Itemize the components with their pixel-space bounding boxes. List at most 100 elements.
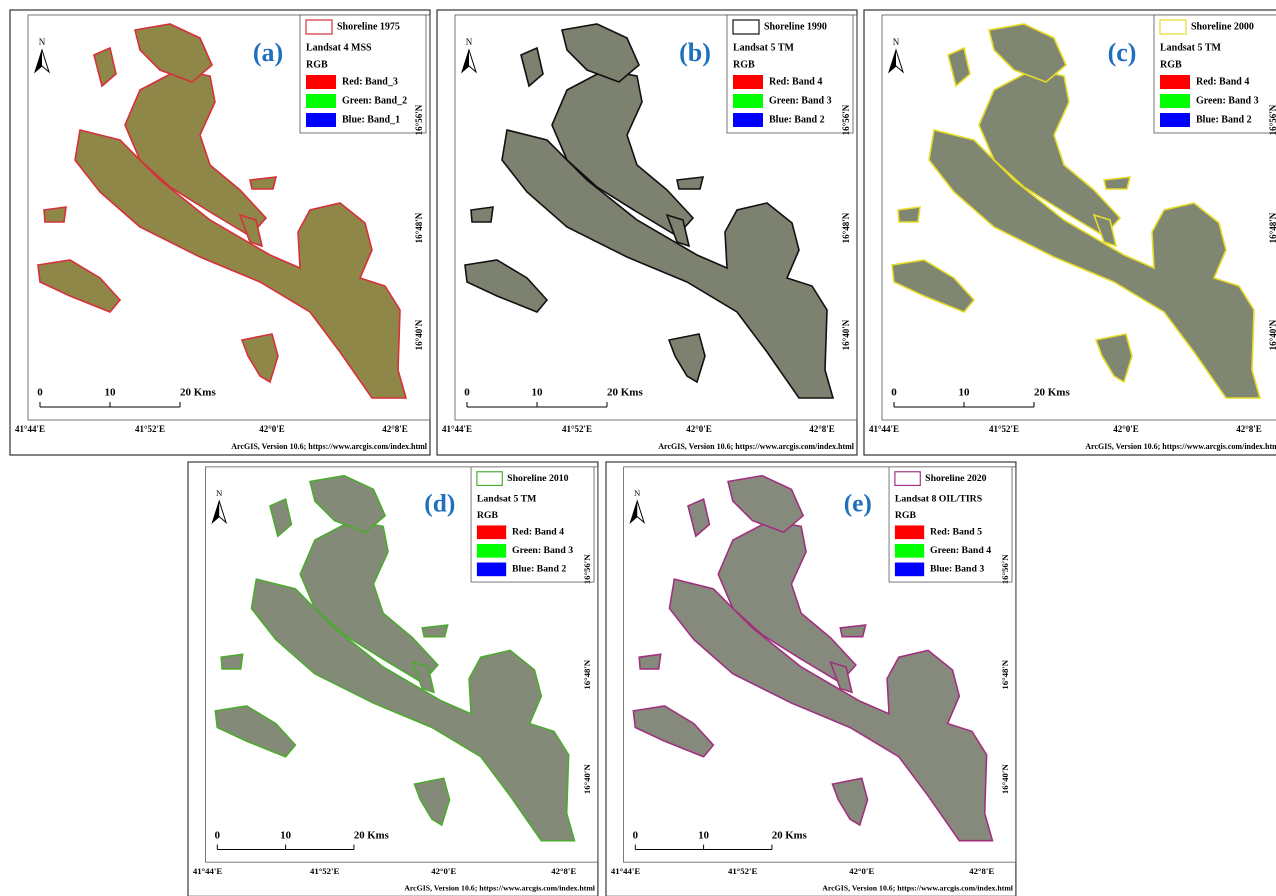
island [677,177,703,189]
legend-band: Red: Band 5 [930,527,982,538]
legend-band: Green: Band_2 [342,95,407,106]
legend-sensor: Landsat 4 MSS [306,42,372,53]
island [250,177,276,189]
lat-label: 16°56'N [841,104,851,135]
band-swatch [895,544,924,558]
north-label: N [893,37,900,47]
lon-label: 41°44'E [193,866,222,876]
north-label: N [216,488,223,498]
panel-label: (b) [679,38,711,67]
legend-shoreline: Shoreline 2000 [1191,21,1254,32]
scale-label: 20 Kms [1034,387,1070,399]
lat-label: 16°56'N [582,554,592,584]
lat-label: 16°56'N [1000,554,1010,584]
scale-label: 20 Kms [607,387,643,399]
lat-label: 16°40'N [414,319,424,350]
lat-label: 16°40'N [841,319,851,350]
legend-sensor: Landsat 8 OIL/TIRS [895,493,983,504]
lon-label: 41°44'E [15,424,45,434]
lon-label: 42°8'E [809,424,835,434]
lon-label: 41°44'E [611,866,640,876]
lat-label: 16°40'N [582,764,592,794]
lon-label: 41°52'E [562,424,592,434]
legend-rgb: RGB [477,510,499,521]
band-swatch [895,525,924,539]
legend-band: Red: Band 4 [769,76,822,87]
legend-shoreline: Shoreline 1975 [337,21,400,32]
band-swatch [306,94,336,108]
credit: ArcGIS, Version 10.6; https://www.arcgis… [658,442,854,451]
lat-label: 16°48'N [582,659,592,689]
credit: ArcGIS, Version 10.6; https://www.arcgis… [231,442,427,451]
scale-label: 0 [633,829,638,841]
legend-band: Blue: Band_1 [342,114,400,125]
map-panel: (b)Shoreline 1990Landsat 5 TMRGBRed: Ban… [437,10,857,455]
lat-label: 16°56'N [1268,104,1276,135]
island [639,654,660,669]
band-swatch [477,544,506,558]
lat-label: 16°48'N [414,212,424,243]
lat-label: 16°40'N [1000,764,1010,794]
island [422,625,447,637]
lat-label: 16°48'N [1268,212,1276,243]
shoreline-swatch [895,472,920,486]
island [898,207,920,222]
lon-label: 42°0'E [1113,424,1139,434]
credit: ArcGIS, Version 10.6; https://www.arcgis… [822,883,1014,892]
lat-label: 16°40'N [1268,319,1276,350]
map-panel: (d)Shoreline 2010Landsat 5 TMRGBRed: Ban… [188,462,598,896]
scale-label: 20 Kms [354,829,389,841]
legend-sensor: Landsat 5 TM [733,42,795,53]
scale-label: 10 [280,829,291,841]
lon-label: 42°0'E [849,866,874,876]
lat-label: 16°56'N [414,104,424,135]
lon-label: 42°0'E [259,424,285,434]
band-swatch [477,563,506,577]
lat-label: 16°48'N [1000,659,1010,689]
scale-label: 0 [37,387,43,399]
legend-band: Blue: Band 2 [769,114,825,125]
credit: ArcGIS, Version 10.6; https://www.arcgis… [1085,442,1276,451]
legend-rgb: RGB [895,510,917,521]
legend-band: Blue: Band 2 [512,564,566,575]
band-swatch [733,113,763,127]
shoreline-swatch [477,472,502,486]
lon-label: 41°52'E [310,866,339,876]
scale-label: 10 [532,387,544,399]
lon-label: 41°52'E [989,424,1019,434]
scale-label: 10 [105,387,117,399]
legend-rgb: RGB [1160,59,1182,70]
island [44,207,66,222]
legend-shoreline: Shoreline 2020 [925,473,986,484]
north-label: N [466,37,473,47]
legend-band: Red: Band 4 [512,527,564,538]
lon-label: 42°8'E [1236,424,1262,434]
shoreline-swatch [1160,20,1186,34]
panel-label: (e) [844,490,872,518]
legend-band: Green: Band 3 [1196,95,1259,106]
lon-label: 42°8'E [969,866,994,876]
band-swatch [733,75,763,89]
legend-band: Green: Band 3 [512,545,573,556]
island [1104,177,1130,189]
legend-sensor: Landsat 5 TM [1160,42,1222,53]
band-swatch [733,94,763,108]
lon-label: 41°44'E [869,424,899,434]
band-swatch [895,563,924,577]
panel-label: (a) [253,38,283,67]
credit: ArcGIS, Version 10.6; https://www.arcgis… [404,883,596,892]
legend-rgb: RGB [733,59,755,70]
band-swatch [306,113,336,127]
lon-label: 42°0'E [431,866,456,876]
scale-label: 0 [891,387,897,399]
panel-label: (d) [424,490,455,518]
scale-label: 10 [698,829,709,841]
legend-band: Red: Band 4 [1196,76,1249,87]
legend-band: Blue: Band 3 [930,564,984,575]
north-label: N [39,37,46,47]
figure: (a) Shoreline 1975 Landsat 4 MSS RGB Red: Ba… [0,0,1276,896]
legend-band: Red: Band_3 [342,76,398,87]
north-label: N [634,488,641,498]
lon-label: 41°44'E [442,424,472,434]
